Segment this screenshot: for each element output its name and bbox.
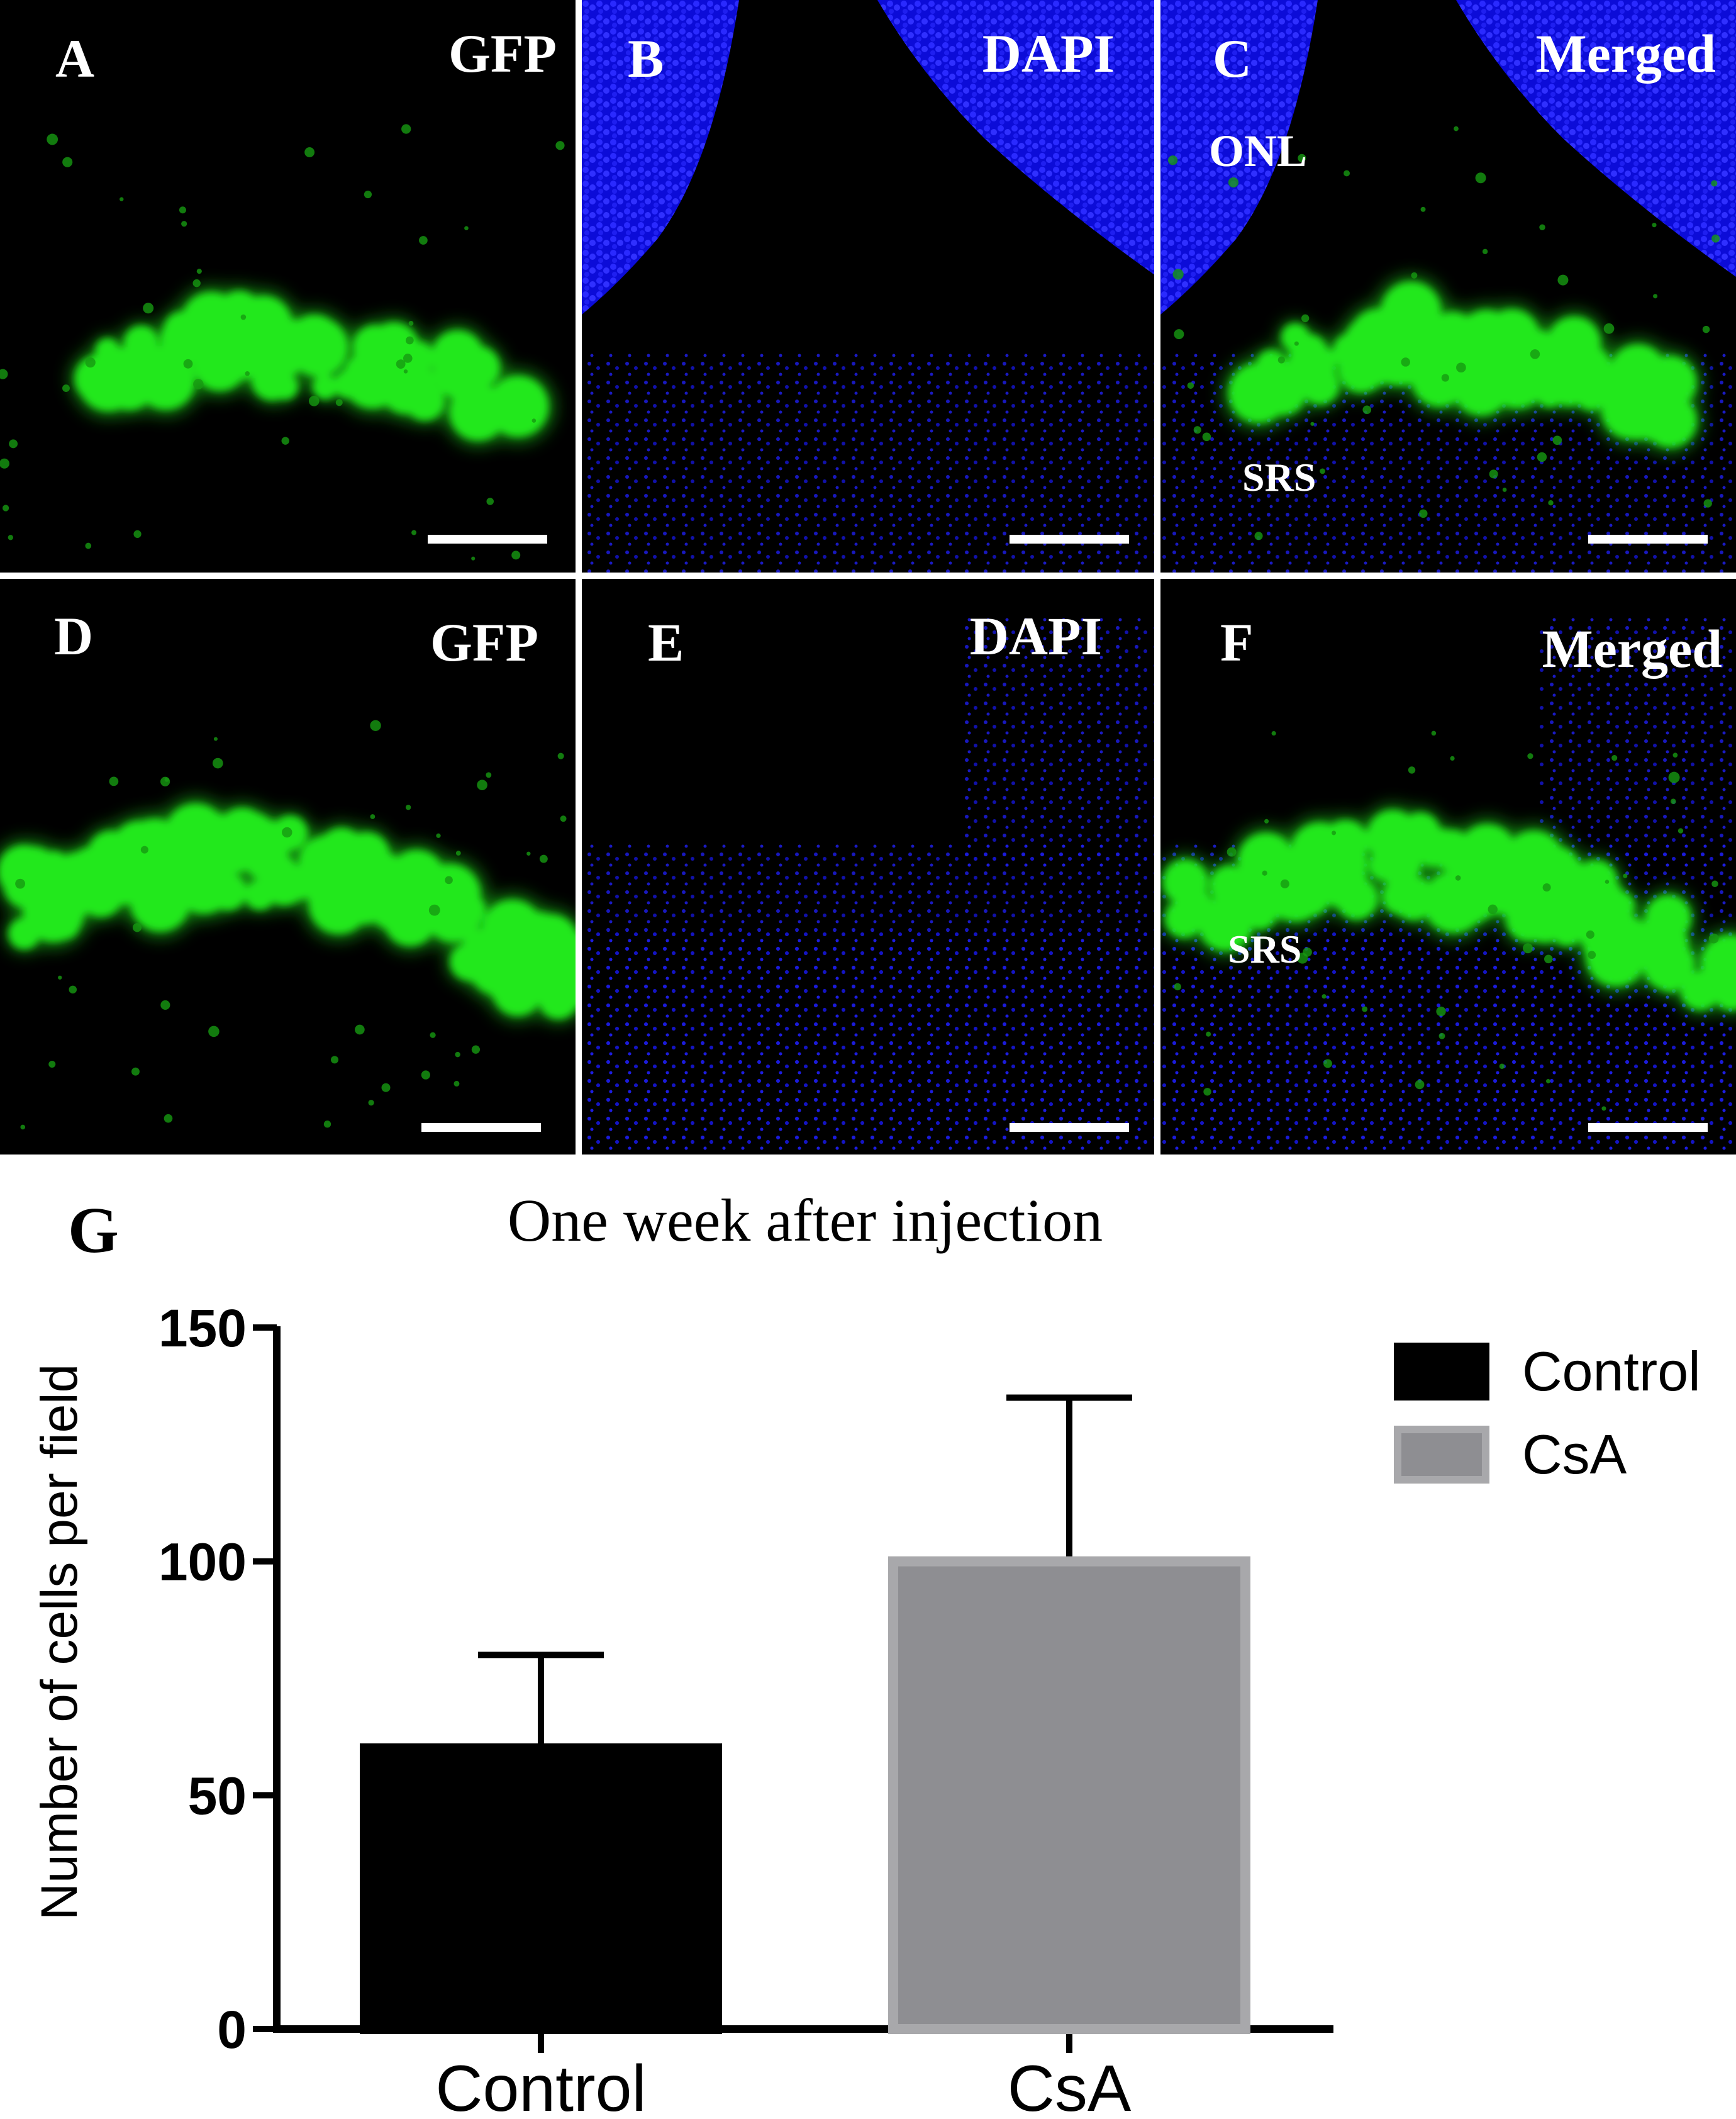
- panel-channel-f: Merged: [1542, 618, 1722, 679]
- y-axis: 0 50 100 150: [159, 1299, 281, 2059]
- legend-swatch-control: [1394, 1343, 1489, 1401]
- annotation-srs-f: SRS: [1228, 927, 1301, 971]
- x-axis: Control CsA: [273, 2025, 1333, 2119]
- chart-panel-letter: G: [68, 1194, 119, 1266]
- chart: G One week after injection Number of cel…: [31, 1187, 1701, 2119]
- panel-e: [582, 579, 1154, 1155]
- panel-letter-a: A: [55, 28, 94, 89]
- y-tick-label-0: 0: [217, 2000, 247, 2059]
- bar-csa: [888, 1556, 1250, 2035]
- panel-letter-e: E: [648, 612, 684, 673]
- y-tick-label-100: 100: [159, 1533, 247, 1592]
- panel-channel-d: GFP: [430, 612, 538, 673]
- legend-label-control: Control: [1522, 1340, 1701, 1402]
- y-tick-label-50: 50: [188, 1766, 247, 1825]
- panel-channel-b: DAPI: [982, 23, 1115, 84]
- annotation-onl: ONL: [1209, 126, 1307, 176]
- bar-control: [360, 1743, 722, 2034]
- legend: Control CsA: [1394, 1340, 1701, 1485]
- annotation-srs-c: SRS: [1242, 455, 1316, 500]
- panel-letter-b: B: [628, 28, 664, 89]
- panel-a: [0, 0, 576, 573]
- panel-c: [1160, 0, 1736, 573]
- panel-letter-d: D: [54, 606, 93, 666]
- panel-d: [0, 579, 576, 1155]
- panel-letter-f: F: [1220, 612, 1254, 673]
- panel-f: [1160, 579, 1736, 1155]
- x-tick-label-control: Control: [435, 2052, 646, 2119]
- legend-swatch-csa: [1394, 1426, 1489, 1484]
- panel-b: [582, 0, 1154, 573]
- y-tick-label-150: 150: [159, 1299, 247, 1358]
- panel-letter-c: C: [1213, 28, 1252, 89]
- chart-title: One week after injection: [508, 1187, 1103, 1254]
- panel-channel-a: GFP: [448, 23, 557, 84]
- bars: [360, 1394, 1250, 2035]
- panel-channel-e: DAPI: [970, 606, 1102, 666]
- x-tick-label-csa: CsA: [1008, 2052, 1132, 2119]
- panel-channel-c: Merged: [1535, 23, 1716, 84]
- y-axis-label: Number of cells per field: [31, 1364, 88, 1920]
- legend-label-csa: CsA: [1522, 1423, 1627, 1485]
